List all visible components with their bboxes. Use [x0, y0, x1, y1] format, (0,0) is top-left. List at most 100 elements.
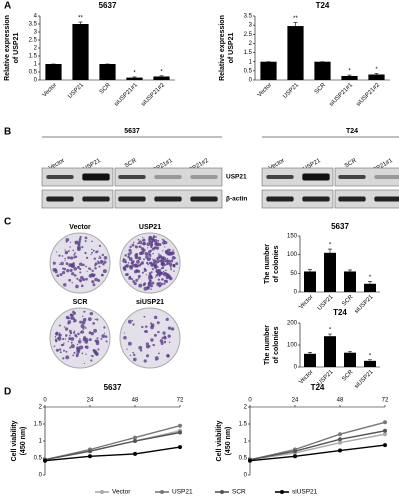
- y-tick-label: 50: [290, 271, 297, 277]
- point: [338, 448, 342, 453]
- colony: [151, 268, 154, 270]
- y-axis-label: The number: [264, 325, 271, 365]
- colony: [89, 311, 94, 316]
- colony: [137, 274, 141, 278]
- blot-band: [266, 196, 294, 202]
- colony: [105, 340, 108, 343]
- blot-title: 5637: [124, 128, 140, 135]
- colony: [58, 324, 61, 327]
- bar: [287, 26, 304, 80]
- colony: [73, 253, 76, 256]
- colony: [165, 275, 170, 280]
- colony: [157, 278, 161, 281]
- x-tick-label: 24: [292, 398, 299, 404]
- colony: [128, 257, 133, 261]
- colony: [67, 256, 71, 260]
- colony: [100, 338, 103, 340]
- colony: [163, 335, 167, 339]
- colony: [98, 265, 101, 268]
- y-tick-label: 0: [294, 290, 298, 296]
- colony: [124, 254, 127, 257]
- colony: [69, 241, 72, 243]
- colony: [150, 338, 154, 342]
- colony: [143, 267, 147, 271]
- colony: [53, 345, 56, 348]
- colony: [71, 263, 76, 268]
- colony: [158, 253, 160, 255]
- colony: [153, 264, 158, 269]
- colony: [62, 357, 65, 360]
- colony: [58, 348, 62, 351]
- x-tick-label: 72: [382, 398, 389, 404]
- colony: [101, 260, 103, 263]
- error-bar: [132, 76, 137, 79]
- colony: [60, 344, 64, 347]
- point: [383, 420, 387, 425]
- colony: [132, 260, 135, 263]
- y-tick-label: 3.5: [244, 14, 253, 20]
- y-tick-label: 0.5: [239, 456, 248, 462]
- blot-band: [302, 196, 330, 202]
- colony: [126, 348, 128, 350]
- colony: [122, 258, 125, 261]
- colony: [143, 282, 147, 285]
- point: [88, 454, 92, 459]
- blot-band: [190, 175, 218, 179]
- x-tick-label: 48: [337, 398, 344, 404]
- colony: [155, 259, 160, 264]
- colony: [84, 327, 87, 329]
- colony: [65, 355, 70, 360]
- colony: [150, 323, 155, 328]
- colony: [72, 354, 75, 357]
- colony: [76, 349, 81, 354]
- point: [88, 449, 92, 454]
- y-tick-label: 200: [287, 321, 298, 327]
- colony: [64, 249, 66, 251]
- colony: [63, 342, 65, 344]
- colony: [155, 274, 159, 277]
- colony: [95, 341, 100, 346]
- colony: [166, 281, 168, 283]
- colony: [69, 329, 72, 333]
- colony: [63, 283, 67, 287]
- colony: [150, 243, 154, 246]
- colony: [90, 253, 92, 256]
- colony: [75, 284, 79, 289]
- colony: [144, 251, 149, 256]
- blot-strip: [261, 189, 334, 209]
- error-bar: [308, 352, 312, 356]
- plate-label: Vector: [69, 224, 91, 231]
- colony: [77, 332, 80, 336]
- colony: [149, 253, 152, 256]
- colony: [146, 354, 150, 358]
- colony: [149, 279, 152, 282]
- colony: [73, 311, 77, 315]
- colony: [128, 275, 132, 279]
- colony: [135, 263, 137, 265]
- colony: [93, 273, 96, 276]
- point: [338, 437, 342, 442]
- bar: [364, 283, 376, 292]
- colony: [91, 240, 93, 243]
- legend-marker: [280, 490, 284, 494]
- y-tick-label: 2: [244, 405, 248, 411]
- colony: [77, 242, 81, 245]
- colony: [69, 346, 72, 349]
- colony: [175, 262, 179, 266]
- colony: [155, 236, 158, 238]
- colony: [153, 333, 157, 337]
- blot-band: [46, 196, 74, 202]
- colony: [72, 249, 75, 252]
- y-tick-label: 2: [39, 405, 43, 411]
- colony: [138, 245, 142, 248]
- significance: **: [78, 16, 83, 22]
- colony: [91, 248, 93, 251]
- colony: [91, 355, 94, 358]
- colony: [153, 246, 157, 250]
- plate-label: USP21: [139, 224, 161, 231]
- colony: [139, 349, 143, 352]
- y-tick-label: 0: [244, 473, 248, 479]
- colony: [163, 279, 167, 283]
- colony: [153, 239, 158, 243]
- colony: [88, 338, 92, 342]
